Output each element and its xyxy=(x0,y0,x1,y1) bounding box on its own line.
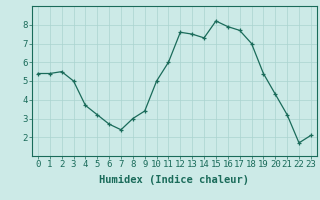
X-axis label: Humidex (Indice chaleur): Humidex (Indice chaleur) xyxy=(100,175,249,185)
